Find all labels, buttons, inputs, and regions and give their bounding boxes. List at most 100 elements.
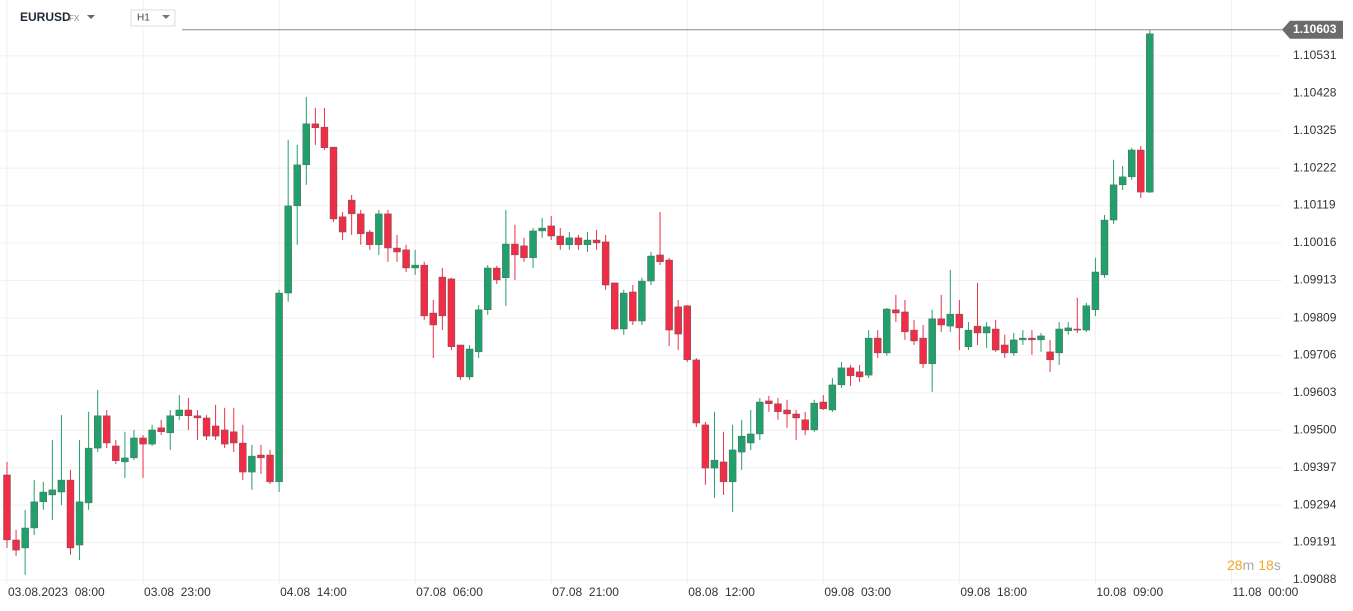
candle-body — [148, 429, 156, 445]
x-tick-label: 08.08 12:00 — [688, 585, 755, 599]
candle-body — [1037, 335, 1045, 341]
candle-body — [828, 384, 837, 411]
candle-body — [248, 455, 256, 473]
y-tick-label: 1.10325 — [1293, 123, 1337, 137]
candle-body — [1091, 271, 1100, 310]
interval[interactable]: H1 — [137, 13, 150, 24]
candle-body — [928, 318, 936, 365]
candle-body — [12, 539, 20, 551]
candle-body — [484, 267, 492, 310]
candle-body — [647, 255, 655, 282]
candle-body — [112, 445, 120, 462]
candle-body — [855, 371, 864, 378]
interval-box[interactable] — [130, 9, 176, 27]
candle-body — [302, 123, 311, 166]
y-tick-label: 1.09191 — [1293, 535, 1337, 549]
candle-body — [266, 454, 274, 483]
candle-body — [801, 419, 809, 431]
interval-dropdown[interactable] — [162, 15, 170, 19]
y-tick-label: 1.09397 — [1293, 460, 1337, 474]
candle-body — [402, 249, 410, 269]
countdown-number: 28 — [1227, 557, 1243, 573]
candle-body — [1082, 305, 1091, 331]
candle-body — [610, 282, 619, 330]
symbol[interactable]: EURUSD — [20, 10, 71, 24]
candle-body — [39, 491, 47, 503]
candle-body — [30, 501, 38, 529]
candle-body — [629, 291, 637, 322]
countdown-unit: m — [1243, 557, 1255, 573]
candle-body — [683, 305, 691, 361]
candle-body — [447, 278, 456, 347]
candle-body — [329, 146, 338, 220]
candle-body — [456, 344, 465, 378]
candle-body — [756, 401, 764, 435]
x-tick-label: 11.08 00:00 — [1232, 585, 1298, 599]
y-tick-label: 1.09088 — [1293, 572, 1337, 586]
y-tick-label: 1.09500 — [1293, 422, 1337, 436]
candle-body — [565, 237, 574, 245]
candle-body — [438, 276, 447, 317]
candle-body — [1010, 339, 1018, 354]
candle-body — [819, 401, 828, 410]
candle-body — [193, 415, 202, 419]
candle-body — [592, 239, 601, 244]
symbol-dropdown[interactable] — [87, 15, 95, 19]
y-tick-label: 1.09706 — [1293, 348, 1337, 362]
candle-body — [982, 326, 991, 334]
candle-body — [692, 359, 701, 424]
candle-body — [874, 337, 882, 354]
candle-body — [284, 205, 292, 294]
candle-body — [792, 413, 800, 419]
candle-body — [338, 216, 347, 233]
candle-body — [574, 237, 583, 245]
candle-body — [357, 213, 365, 235]
candle-body — [493, 267, 501, 281]
candle-body — [1109, 184, 1118, 221]
candle-body — [937, 318, 945, 326]
candle-body — [701, 424, 710, 469]
candle-body — [674, 306, 682, 335]
countdown-number: 18 — [1258, 557, 1274, 573]
candle-body — [810, 402, 818, 431]
candle-body — [420, 264, 428, 317]
candle-body — [139, 437, 147, 445]
candle-body — [774, 403, 782, 412]
candle-body — [765, 400, 773, 404]
candle-body — [719, 461, 728, 483]
candle-body — [474, 309, 483, 353]
y-tick-label: 1.10531 — [1293, 48, 1337, 62]
candle-body — [84, 447, 93, 504]
candle-body — [783, 409, 791, 415]
candle-body — [66, 479, 75, 549]
candle-body — [583, 239, 592, 245]
candle-body — [973, 325, 982, 334]
x-tick-label: 03.08.2023 08:00 — [8, 585, 105, 599]
candle-body — [175, 409, 184, 416]
candle-body — [710, 459, 719, 469]
candle-body — [130, 437, 138, 459]
candle-body — [737, 435, 746, 453]
candle-body — [601, 241, 610, 286]
candle-body — [21, 527, 29, 549]
candle-body — [320, 126, 329, 148]
y-tick-label: 1.10016 — [1293, 235, 1337, 249]
candle-body — [384, 213, 392, 249]
candle-body — [620, 292, 628, 330]
candle-body — [347, 199, 356, 215]
x-tick-label: 07.08 21:00 — [552, 585, 619, 599]
last-price-label: 1.10603 — [1293, 22, 1337, 36]
countdown-unit: s — [1274, 557, 1281, 573]
candle-body — [121, 457, 129, 463]
candle-body — [184, 409, 193, 416]
x-tick-label: 03.08 23:00 — [144, 585, 211, 599]
candle-body — [502, 243, 510, 278]
candle-body — [1046, 351, 1054, 361]
candle-body — [465, 348, 474, 378]
candle-body — [257, 454, 265, 459]
candles — [3, 29, 1154, 575]
candle-body — [220, 429, 229, 445]
candle-body — [1019, 337, 1027, 341]
